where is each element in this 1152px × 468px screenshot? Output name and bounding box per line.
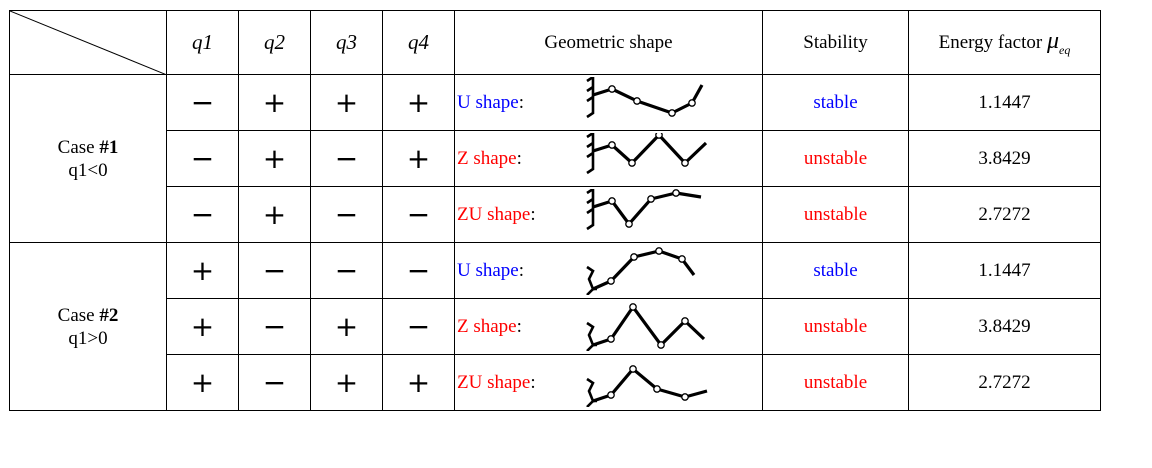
sign-q1: + (166, 298, 239, 355)
stability-value: unstable (762, 298, 909, 355)
sign-q2: + (238, 186, 311, 243)
header-energy-factor: Energy factor μeq (908, 10, 1101, 75)
case-label: Case #2 q1>0 (9, 242, 167, 411)
header-q4: q4 (382, 10, 455, 75)
mode-shape-drawing (586, 365, 708, 407)
stability-value: unstable (762, 354, 909, 411)
sign-q4: − (382, 298, 455, 355)
sign-q3: − (310, 130, 383, 187)
energy-factor-label: Energy factor (938, 31, 1043, 53)
sign-q3: + (310, 298, 383, 355)
header-q1: q1 (166, 10, 239, 75)
table-row: Case #2 q1>0 + − − − U shape: stable 1.1447 (9, 242, 1101, 411)
energy-factor-value: 2.7272 (908, 354, 1101, 411)
case-condition: q1>0 (68, 327, 108, 349)
sign-q1: − (166, 130, 239, 187)
case-number: #1 (99, 136, 119, 158)
table-row: Case #1 q1<0− + + + U shape: stable 1.1447 (9, 74, 1101, 243)
mode-shape-drawing (586, 133, 708, 175)
sign-q1: − (166, 74, 239, 131)
sign-q4: + (382, 354, 455, 411)
sign-q1: + (166, 242, 239, 299)
mode-shape-drawing (586, 189, 702, 231)
sign-q4: + (382, 130, 455, 187)
sign-q2: − (238, 298, 311, 355)
geometric-shape-cell: ZU shape: (454, 354, 763, 411)
energy-factor-value: 1.1447 (908, 74, 1101, 131)
case-condition: q1<0 (68, 159, 108, 181)
sign-q2: − (238, 354, 311, 411)
geometric-shape-cell: ZU shape: (454, 186, 763, 243)
sign-q2: − (238, 242, 311, 299)
mode-shape-drawing (586, 77, 704, 119)
case-name: Case (57, 136, 100, 158)
shape-label: U shape: (457, 91, 525, 113)
geometric-shape-cell: U shape: (454, 242, 763, 299)
table-row: + − + − Z shape: unstable 3.8429 (10, 298, 1101, 355)
corner-cell (9, 10, 167, 75)
shape-label: Z shape: (457, 315, 522, 337)
table-row: + − + + ZU shape: unstable 2.7272 (10, 354, 1101, 411)
header-q3: q3 (310, 10, 383, 75)
sign-q1: + (166, 354, 239, 411)
sign-q3: + (310, 74, 383, 131)
table-row: − + − + Z shape: unstable 3.8429 (10, 130, 1101, 187)
shape-label: U shape: (457, 259, 525, 281)
mode-shape-table: q1 q2 q3 q4 Geometric shape Stability En… (9, 10, 1101, 411)
shape-label: Z shape: (457, 147, 522, 169)
energy-factor-value: 2.7272 (908, 186, 1101, 243)
sign-q2: + (238, 74, 311, 131)
header-geometric-shape: Geometric shape (454, 10, 763, 75)
shape-label: ZU shape: (457, 371, 536, 393)
shape-label: ZU shape: (457, 203, 536, 225)
header-row: q1 q2 q3 q4 Geometric shape Stability En… (9, 10, 1101, 75)
sign-q4: − (382, 186, 455, 243)
energy-factor-value: 3.8429 (908, 130, 1101, 187)
mode-shape-drawing (586, 247, 696, 295)
geometric-shape-cell: Z shape: (454, 130, 763, 187)
table-body: Case #1 q1<0− + + + U shape: stable 1.1447− + − + Z… (9, 74, 1101, 411)
case-name: Case (57, 304, 100, 326)
energy-factor-value: 3.8429 (908, 298, 1101, 355)
sign-q4: − (382, 242, 455, 299)
sign-q3: + (310, 354, 383, 411)
geometric-shape-cell: Z shape: (454, 298, 763, 355)
sign-q3: − (310, 242, 383, 299)
mode-shape-drawing (586, 303, 706, 351)
case-label: Case #1 q1<0 (9, 74, 167, 243)
sign-q2: + (238, 130, 311, 187)
geometric-shape-cell: U shape: (454, 74, 763, 131)
sign-q1: − (166, 186, 239, 243)
sign-q4: + (382, 74, 455, 131)
case-number: #2 (99, 304, 119, 326)
stability-value: unstable (762, 186, 909, 243)
stability-value: stable (762, 74, 909, 131)
diagonal-line (10, 11, 167, 75)
mu-symbol: μeq (1046, 27, 1071, 57)
stability-value: unstable (762, 130, 909, 187)
sign-q3: − (310, 186, 383, 243)
table-row: − + − − ZU shape: unstable 2.7272 (10, 186, 1101, 243)
header-stability: Stability (762, 10, 909, 75)
energy-factor-value: 1.1447 (908, 242, 1101, 299)
header-q2: q2 (238, 10, 311, 75)
stability-value: stable (762, 242, 909, 299)
